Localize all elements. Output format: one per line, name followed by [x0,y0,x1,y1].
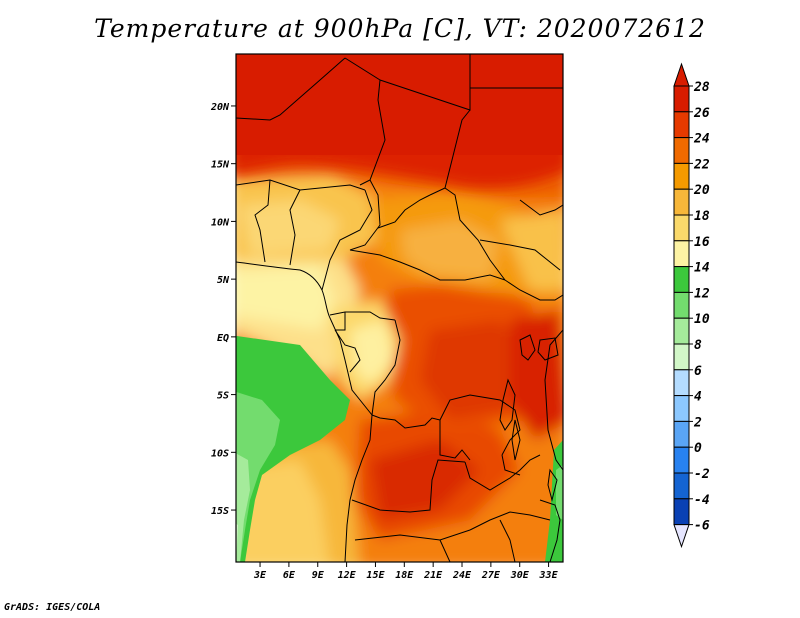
lon-label: 12E [338,570,357,581]
colorbar-bin [673,472,690,500]
colorbar-label: 18 [694,209,710,224]
map-frame [235,53,564,563]
colorbar-label: 14 [694,261,710,276]
colorbar-label: -2 [694,467,710,482]
lat-label: 20N [210,102,230,113]
lat-label: 10N [211,217,230,228]
colorbar-label: 8 [694,338,702,353]
colorbar-label: 22 [693,157,710,172]
colorbar-bin [673,214,690,242]
colorbar-bin [673,266,690,293]
colorbar-bin [673,395,690,422]
colorbar-label: 2 [693,415,702,430]
lon-label: 3E [253,570,267,581]
colorbar-bin [673,137,690,164]
lat-label: 5N [217,275,230,286]
colorbar-label: -4 [694,493,710,508]
latitude-axis: 20N 15N 10N 5N EQ 5S 10S 15S [210,102,236,517]
temperature-field [236,54,563,562]
lon-label: 27E [481,570,501,581]
colorbar-label: 4 [694,390,702,405]
lat-label: 5S [217,391,229,402]
lon-label: 30E [510,570,530,581]
chart-title: Temperature at 900hPa [C], VT: 202007261… [94,14,706,43]
colorbar-label: 28 [693,80,710,95]
colorbar-bin [673,369,690,397]
colorbar-label: 12 [694,286,710,301]
colorbar-label: 10 [694,312,710,327]
lat-label: 15S [211,506,229,517]
lat-label: EQ [217,333,229,344]
borders [236,54,563,562]
colorbar-bin [673,85,690,113]
grads-credit: GrADS: IGES/COLA [4,602,101,613]
colorbar-bin [673,498,690,526]
colorbar-bin [673,291,690,319]
colorbar-under-triangle [673,524,690,549]
colorbar-bin [673,343,690,371]
lat-label: 10S [211,448,229,459]
lon-label: 18E [395,570,414,581]
lon-label: 33E [539,570,559,581]
colorbar-bin [673,446,690,474]
lon-label: 15E [366,570,385,581]
longitude-axis: 3E 6E 9E 12E 15E 18E 21E 24E 27E 30E 33E [253,562,559,581]
colorbar-bin [673,111,690,139]
colorbar-bin [673,240,690,268]
colorbar-bin [673,420,690,448]
lat-label: 15N [211,160,230,171]
colorbar-label: -6 [694,519,710,534]
colorbar-bin [673,162,690,190]
colorbar-over-triangle [673,62,690,87]
colorbar-label: 20 [693,183,710,198]
lon-label: 21E [423,570,443,581]
colorbar-bin [673,188,690,216]
lon-label: 9E [312,570,325,581]
colorbar-label: 6 [694,364,702,379]
colorbar-label: 16 [694,235,710,250]
colorbar-label: 24 [693,132,710,147]
colorbar-bin [673,317,690,345]
colorbar-label: 0 [694,441,702,456]
lon-label: 24E [452,570,472,581]
lon-label: 6E [283,570,296,581]
colorbar-label: 26 [693,106,710,121]
